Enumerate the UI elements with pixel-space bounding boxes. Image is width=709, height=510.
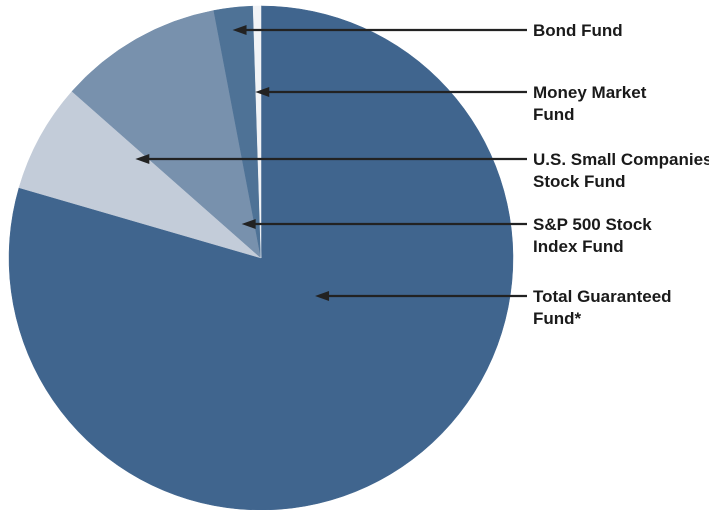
legend-label-bond-fund: Bond Fund — [533, 21, 623, 40]
callout-arrowhead — [232, 25, 247, 35]
pie-slices — [8, 5, 514, 510]
callout-arrowhead — [135, 154, 150, 164]
pie-callouts: Bond Fund Money Market Fund U.S. Small Comp… — [135, 21, 709, 328]
callout-arrowhead — [255, 87, 270, 97]
legend-label-u-s-small-companies-stock-fund: U.S. Small Companies Stock Fund — [533, 150, 709, 191]
legend-label-line: Fund* — [533, 309, 582, 328]
legend-label-money-market-fund: Money Market Fund — [533, 83, 647, 124]
legend-label-line: Fund — [533, 105, 575, 124]
legend-label-line: S&P 500 Stock — [533, 215, 652, 234]
callout-arrowhead — [241, 219, 256, 229]
pie-slice-money-market-fund — [252, 5, 262, 259]
legend-label-line: Index Fund — [533, 237, 624, 256]
legend-label-line: U.S. Small Companies — [533, 150, 709, 169]
pie-slice-s-p-500-stock-index-fund — [71, 10, 262, 259]
legend-label-line: Stock Fund — [533, 172, 626, 191]
legend-label-total-guaranteed-fund: Total Guaranteed Fund* — [533, 287, 672, 328]
legend-label-line: Money Market — [533, 83, 647, 102]
callout-arrowhead — [315, 291, 330, 301]
legend-label-line: Total Guaranteed — [533, 287, 672, 306]
legend-label-line: Bond Fund — [533, 21, 623, 40]
legend-label-s-p-500-stock-index-fund: S&P 500 Stock Index Fund — [533, 215, 652, 256]
pie-slice-u-s-small-companies-stock-fund — [18, 90, 262, 259]
